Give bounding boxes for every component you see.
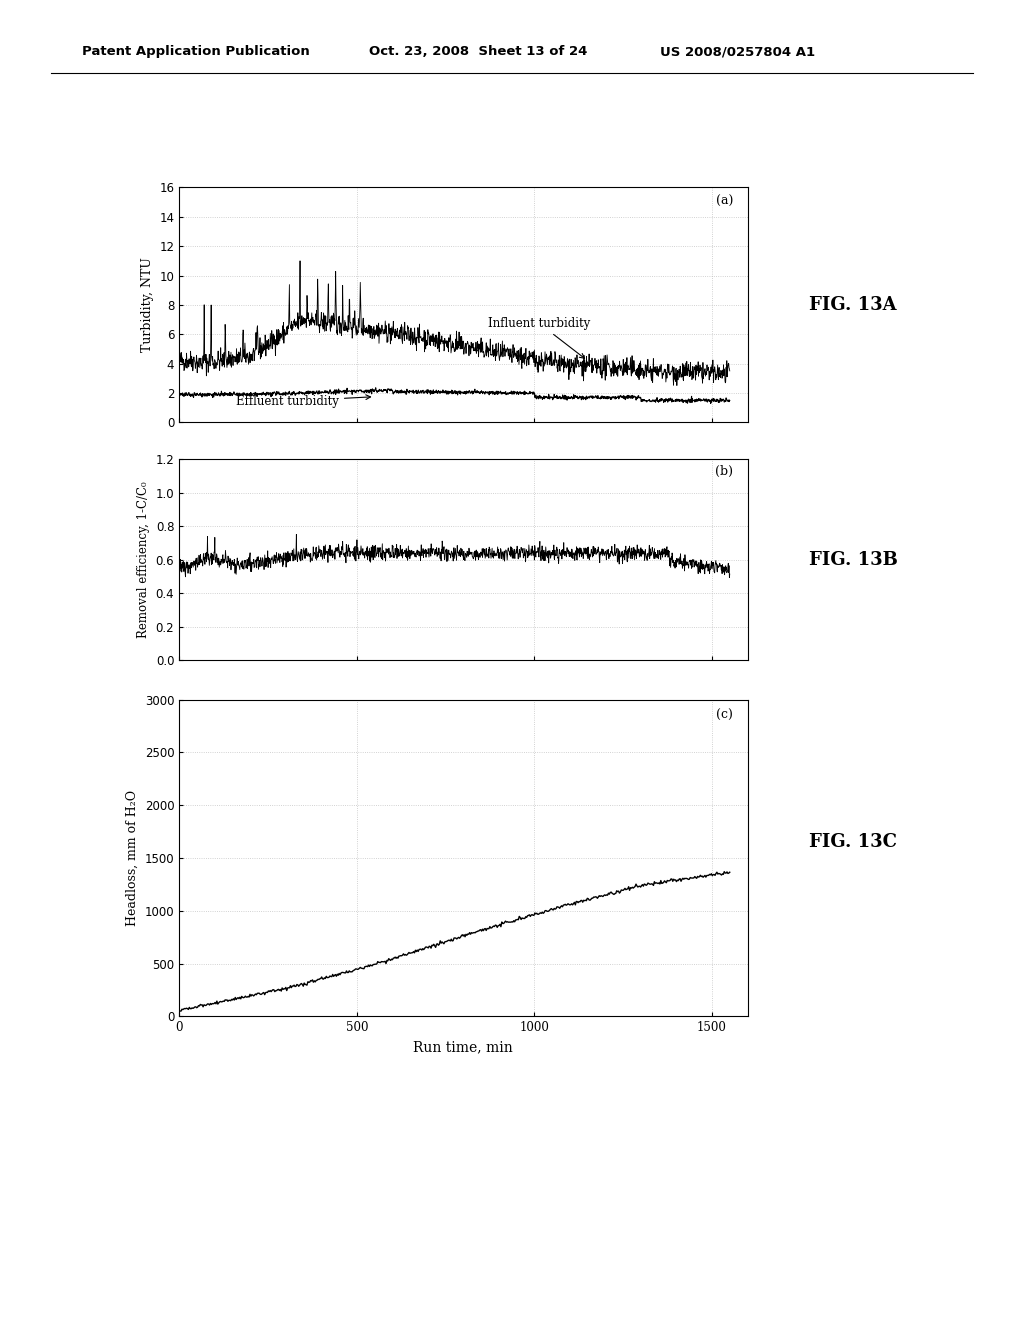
Y-axis label: Removal efficiency, 1-C/C₀: Removal efficiency, 1-C/C₀	[137, 482, 151, 638]
Text: Influent turbidity: Influent turbidity	[488, 317, 591, 358]
Text: Oct. 23, 2008  Sheet 13 of 24: Oct. 23, 2008 Sheet 13 of 24	[369, 45, 587, 58]
Text: (b): (b)	[716, 466, 733, 478]
Text: Patent Application Publication: Patent Application Publication	[82, 45, 309, 58]
Text: (a): (a)	[716, 194, 733, 207]
Text: FIG. 13A: FIG. 13A	[809, 296, 897, 314]
Y-axis label: Headloss, mm of H₂O: Headloss, mm of H₂O	[126, 789, 139, 927]
Text: US 2008/0257804 A1: US 2008/0257804 A1	[660, 45, 815, 58]
Y-axis label: Turbidity, NTU: Turbidity, NTU	[140, 257, 154, 352]
Text: Effluent turbidity: Effluent turbidity	[236, 395, 371, 408]
Text: FIG. 13C: FIG. 13C	[809, 833, 897, 851]
Text: FIG. 13B: FIG. 13B	[809, 550, 898, 569]
X-axis label: Run time, min: Run time, min	[414, 1040, 513, 1053]
Text: (c): (c)	[717, 709, 733, 722]
